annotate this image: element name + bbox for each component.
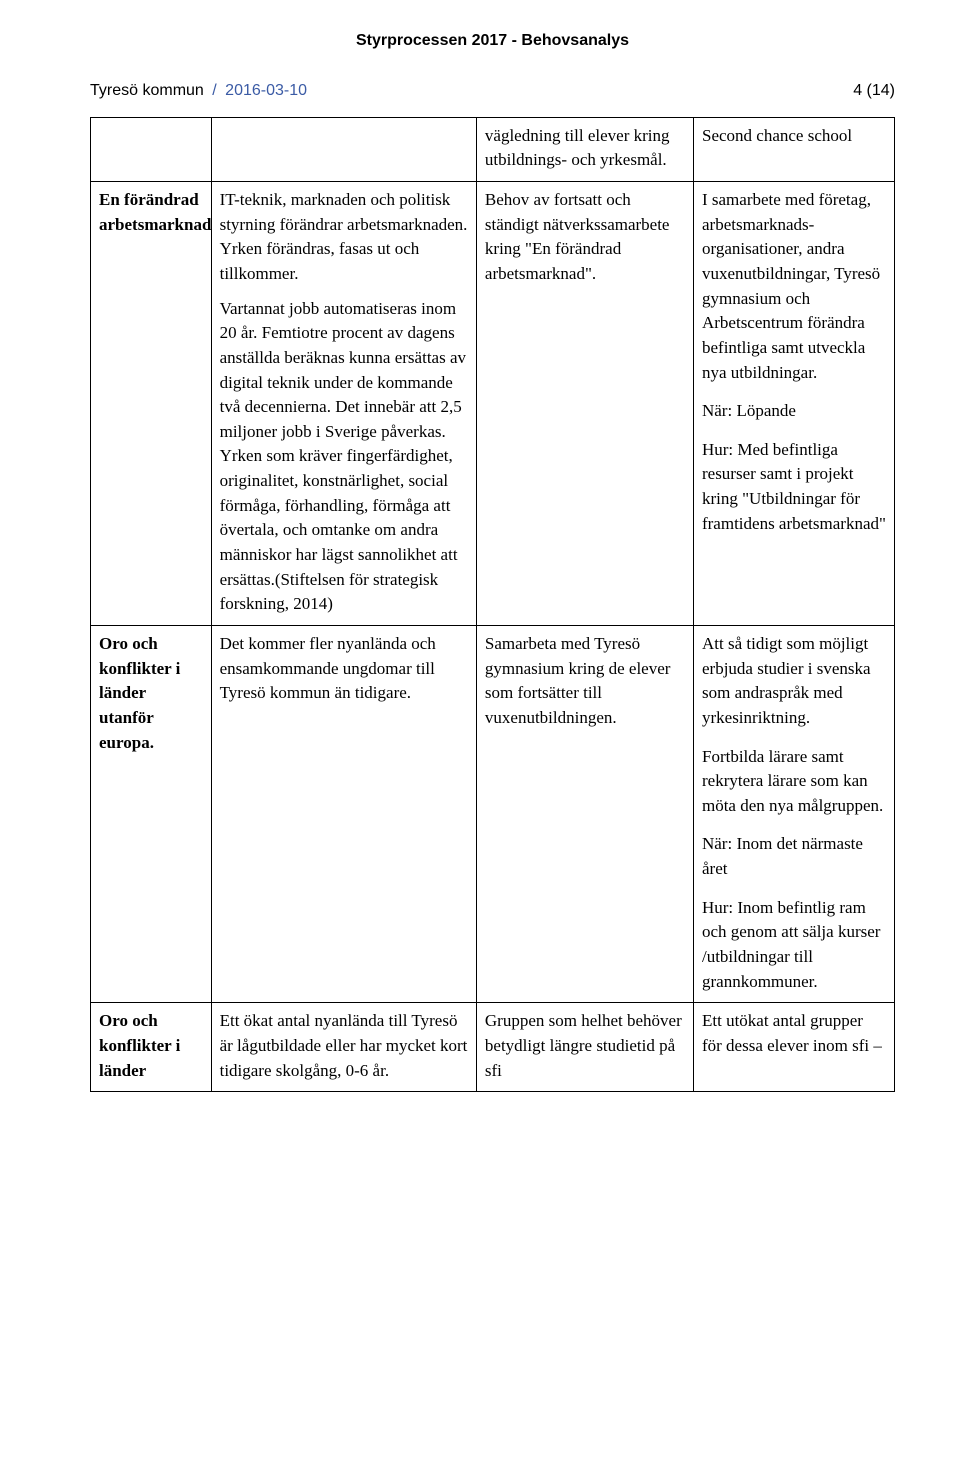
cell-action: Ett utökat antal grupper för dessa eleve… [693,1003,894,1092]
cell-need: vägledning till elever kring utbildnings… [476,117,693,181]
cell-need: Behov av fortsatt och ständigt nätverkss… [476,182,693,626]
paragraph: Att så tidigt som möjligt erbjuda studie… [702,632,886,731]
page-header-row: Tyresö kommun / 2016-03-10 4 (14) [90,80,895,102]
paragraph: Hur: Inom befintlig ram och genom att sä… [702,896,886,995]
cell-need: Gruppen som helhet behöver betydligt län… [476,1003,693,1092]
paragraph: I samarbete med företag, arbetsmarknads-… [702,188,886,385]
needs-analysis-table: vägledning till elever kring utbildnings… [90,117,895,1092]
cell-description: Ett ökat antal nyanlända till Tyresö är … [211,1003,476,1092]
header-left: Tyresö kommun / 2016-03-10 [90,80,307,102]
table-row: Oro och konflikter i länder Ett ökat ant… [91,1003,895,1092]
paragraph: IT-teknik, marknaden och politisk styrni… [220,188,468,287]
cell-topic [91,117,212,181]
cell-action: Att så tidigt som möjligt erbjuda studie… [693,625,894,1002]
cell-action: I samarbete med företag, arbetsmarknads-… [693,182,894,626]
cell-description: Det kommer fler nyanlända och ensamkomma… [211,625,476,1002]
page-number: 4 (14) [853,80,895,102]
table-row: En förändrad arbetsmarknad IT-teknik, ma… [91,182,895,626]
org-name: Tyresö kommun [90,82,204,99]
header-date: 2016-03-10 [225,82,307,99]
document-title: Styrprocessen 2017 - Behovsanalys [90,30,895,52]
cell-topic: Oro och konflikter i länder utanför euro… [91,625,212,1002]
cell-description [211,117,476,181]
table-row: vägledning till elever kring utbildnings… [91,117,895,181]
cell-action: Second chance school [693,117,894,181]
page-container: Styrprocessen 2017 - Behovsanalys Tyresö… [0,0,960,1112]
header-separator: / [208,82,220,99]
table-row: Oro och konflikter i länder utanför euro… [91,625,895,1002]
cell-description: IT-teknik, marknaden och politisk styrni… [211,182,476,626]
cell-need: Samarbeta med Tyresö gymnasium kring de … [476,625,693,1002]
paragraph: Hur: Med befintliga resurser samt i proj… [702,438,886,537]
cell-topic: Oro och konflikter i länder [91,1003,212,1092]
paragraph: Fortbilda lärare samt rekrytera lärare s… [702,745,886,819]
cell-topic: En förändrad arbetsmarknad [91,182,212,626]
paragraph: När: Löpande [702,399,886,424]
paragraph: När: Inom det närmaste året [702,832,886,881]
paragraph: Vartannat jobb automatiseras inom 20 år.… [220,297,468,617]
